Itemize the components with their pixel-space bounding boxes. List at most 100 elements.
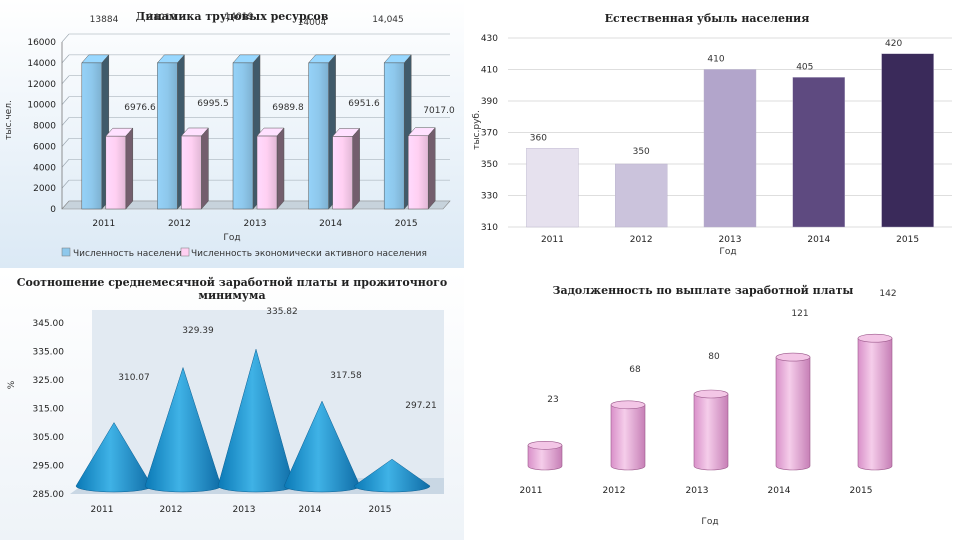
y-tick-label: 14000 (27, 59, 56, 69)
x-tick-label: 2011 (91, 505, 114, 515)
bar-side (352, 127, 360, 210)
x-axis-title: Год (701, 517, 718, 527)
cylinder-top (693, 389, 729, 399)
data-label: 335.82 (266, 307, 298, 317)
cone-bar (353, 458, 431, 493)
x-tick-label: 2014 (299, 505, 322, 515)
y-tick-label: 305.00 (33, 433, 65, 443)
x-tick-label: 2012 (168, 219, 191, 229)
cylinder-top (527, 441, 563, 450)
data-label: 317.58 (330, 371, 362, 381)
x-tick-label: 2015 (369, 505, 392, 515)
legend-swatch-population (61, 247, 71, 257)
cylinder-bar (693, 393, 729, 471)
gridline-depth (61, 96, 70, 105)
bar (703, 69, 757, 228)
active-population-data-label: 6951.6 (348, 99, 380, 109)
bar (792, 77, 845, 228)
bar (232, 62, 254, 210)
x-tick-label: 2014 (319, 219, 342, 229)
x-axis-title: Год (223, 233, 240, 243)
y-tick-label: 335.00 (33, 348, 65, 358)
x-tick-label: 2013 (244, 219, 267, 229)
chart-title: Динамика трудовых ресурсов (136, 10, 329, 23)
labor-resources-chart: 0 2000 4000 6000 8000 10000 12000 14000 16000 тыс… (0, 0, 464, 268)
y-tick-label: 10000 (27, 101, 56, 111)
x-tick-label: 2013 (233, 505, 256, 515)
data-label: 410 (707, 55, 724, 65)
data-label: 80 (708, 352, 720, 362)
cylinder-bar (610, 404, 646, 471)
bar (181, 135, 202, 210)
x-tick-label: 2013 (719, 235, 742, 245)
data-label: 68 (629, 365, 641, 375)
active-population-data-label: 6976.6 (124, 103, 156, 113)
x-tick-label: 2015 (395, 219, 418, 229)
gridline-depth (61, 179, 70, 189)
data-label: 310.07 (118, 373, 150, 383)
y-tick-label: 0 (50, 205, 56, 215)
chart-title: Естественная убыль населения (605, 12, 810, 25)
bar-side (125, 127, 134, 210)
x-tick-label: 2015 (896, 235, 919, 245)
gridline-depth (61, 54, 70, 64)
data-label: 329.39 (182, 326, 214, 336)
population-data-label: 14010 (148, 13, 177, 23)
gridline-depth (61, 138, 70, 147)
y-axis-title: тыс.руб. (472, 110, 482, 150)
population-decline-chart: Естественная убыль населения 310 330 350 370… (470, 0, 960, 268)
legend-label-active-population: Численность экономически активного насел… (191, 249, 427, 259)
population-data-label: 14,045 (372, 15, 404, 25)
chart-title: минимума (198, 289, 265, 302)
data-label: 121 (791, 309, 808, 319)
active-population-data-label: 6989.8 (272, 103, 304, 113)
data-label: 420 (885, 39, 902, 49)
y-tick-label: 330 (481, 192, 498, 202)
cylinder-bar (775, 356, 811, 471)
y-tick-label: 16000 (27, 38, 56, 48)
x-tick-label: 2014 (768, 486, 791, 496)
y-tick-label: 4000 (33, 163, 56, 173)
bar (81, 62, 103, 210)
gridline-depth (61, 117, 70, 126)
cylinder-top (775, 352, 811, 362)
y-tick-label: 430 (481, 34, 498, 44)
y-tick-label: 12000 (27, 80, 56, 90)
gridline-depth (61, 75, 70, 84)
x-tick-label: 2015 (850, 486, 873, 496)
x-tick-label: 2011 (520, 486, 543, 496)
y-tick-label: 370 (481, 129, 498, 139)
bar (157, 62, 178, 210)
x-tick-label: 2012 (603, 486, 626, 496)
bar (256, 135, 278, 210)
y-tick-label: 410 (481, 66, 498, 76)
bar-side (276, 127, 285, 210)
bar (105, 135, 127, 210)
bar-side (427, 127, 436, 210)
x-tick-label: 2011 (541, 235, 564, 245)
data-label: 142 (879, 289, 896, 299)
y-tick-label: 325.00 (33, 376, 65, 386)
population-data-label: 14019 (225, 12, 254, 22)
x-tick-label: 2011 (92, 219, 115, 229)
wage-ratio-chart: 285.00 295.00 305.00 315.00 325.00 335.00 345.… (0, 270, 464, 540)
bar (308, 62, 329, 210)
cylinder-bar (857, 337, 893, 471)
chart-title: Соотношение среднемесячной заработной пл… (17, 276, 448, 289)
data-label: 23 (547, 395, 558, 405)
y-tick-label: 350 (481, 160, 498, 170)
active-population-data-label: 7017.0 (423, 106, 455, 116)
y-tick-label: 6000 (33, 142, 56, 152)
population-data-label: 14004 (298, 18, 327, 28)
population-data-label: 13884 (90, 15, 119, 25)
y-axis-title: % (7, 380, 17, 389)
y-tick-label: 315.00 (33, 405, 65, 415)
y-tick-label: 390 (481, 97, 498, 107)
x-tick-label: 2012 (630, 235, 653, 245)
y-tick-label: 2000 (33, 184, 56, 194)
chart-title: Задолженность по выплате заработной плат… (553, 284, 854, 297)
gridline-depth (61, 159, 70, 168)
x-tick-label: 2013 (686, 486, 709, 496)
data-label: 405 (796, 62, 813, 72)
active-population-data-label: 6995.5 (197, 99, 229, 109)
